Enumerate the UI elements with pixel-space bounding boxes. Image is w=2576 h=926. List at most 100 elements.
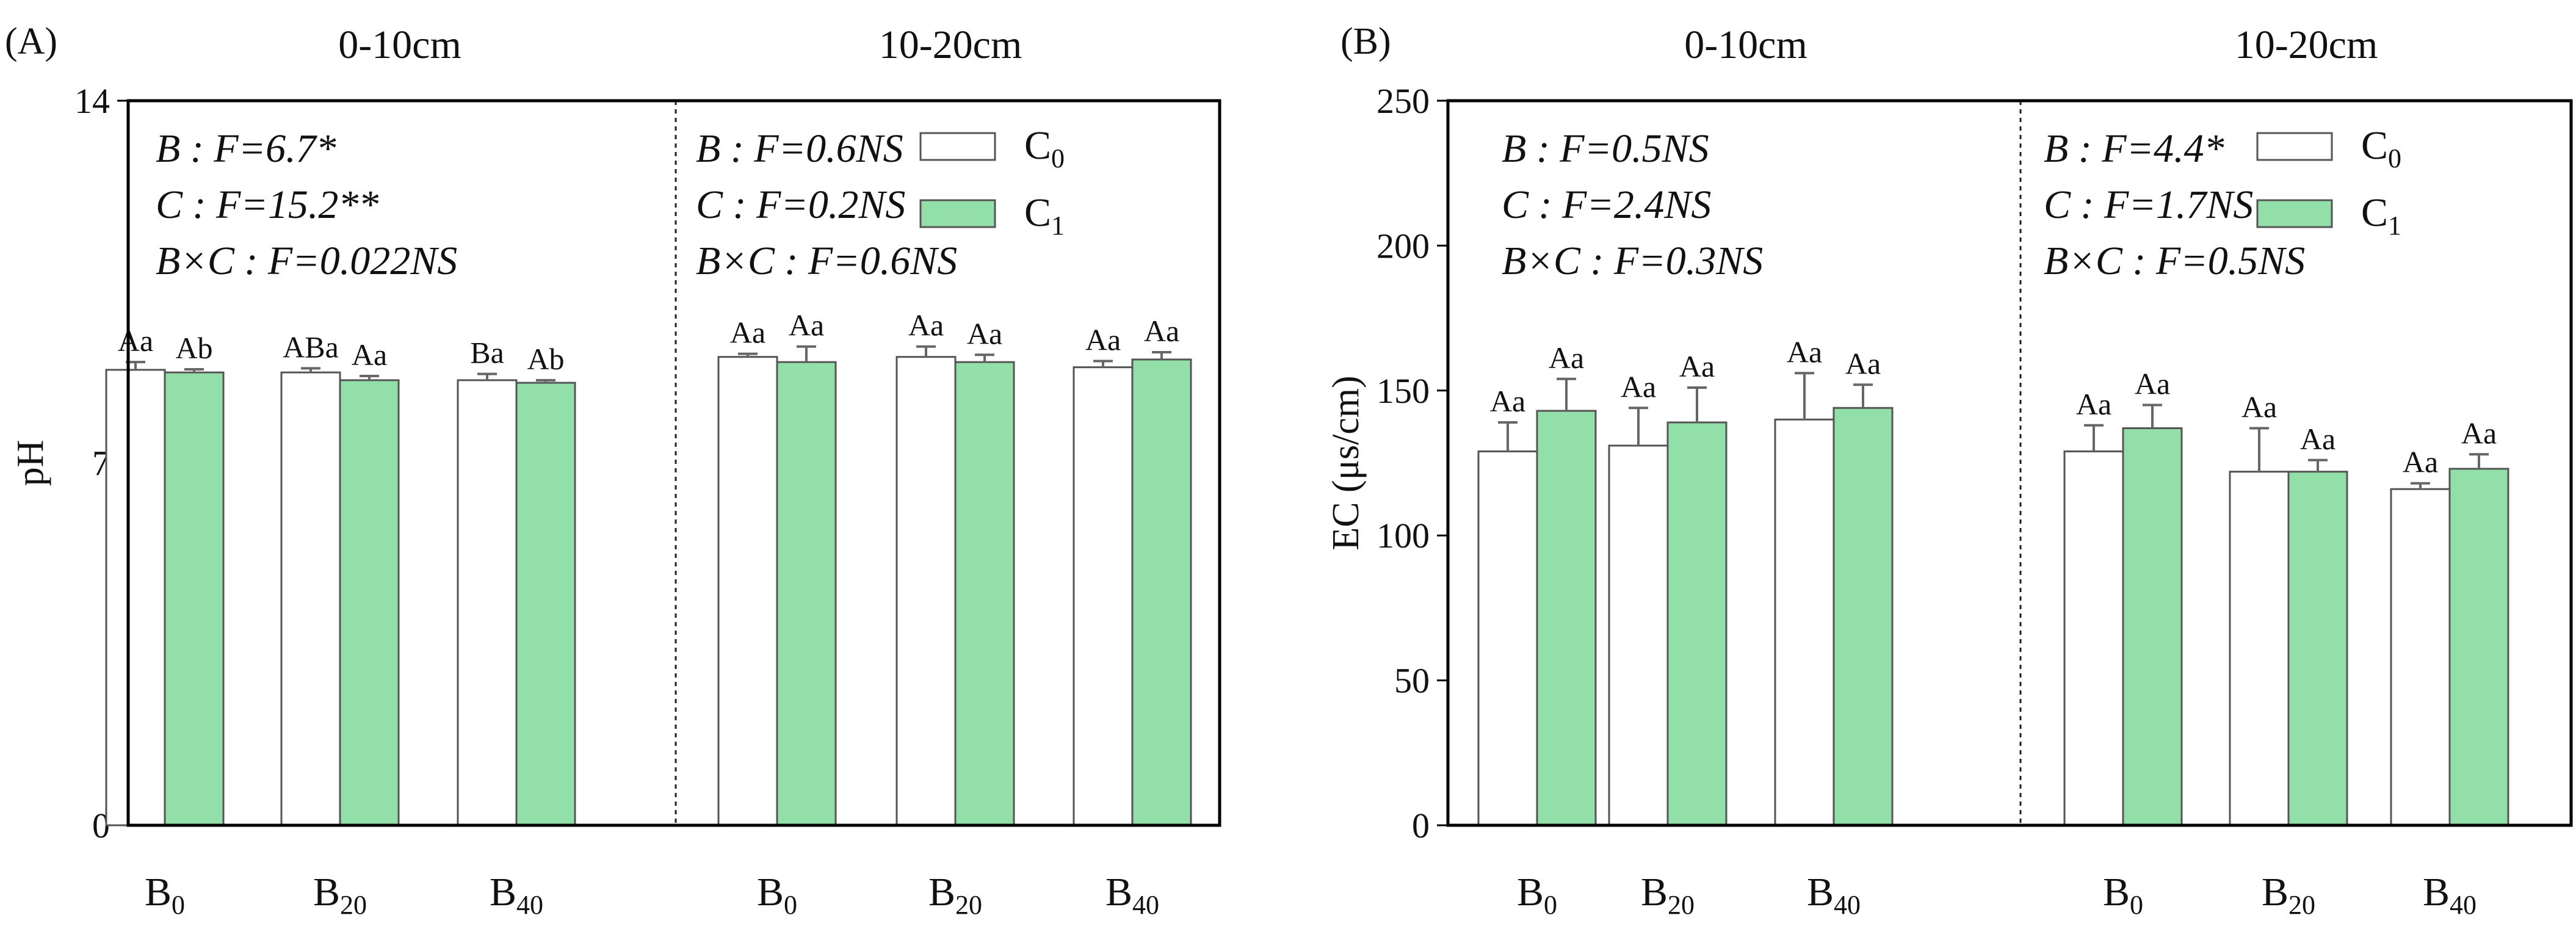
bar-c0 (2390, 488, 2451, 827)
anova-stat: B : F=4.4* (2044, 126, 2224, 171)
bar-c0 (280, 371, 341, 827)
y-tick-label: 100 (1377, 516, 1430, 555)
plot-frame (1446, 99, 2573, 827)
category-label: B0 (2103, 870, 2143, 920)
y-tick-label: 14 (74, 81, 110, 121)
bar-c1 (776, 361, 837, 827)
y-axis-label: pH (10, 440, 51, 487)
anova-stat: C : F=2.4NS (1502, 183, 1711, 227)
bar-c1 (515, 382, 576, 827)
bar-c1 (1536, 410, 1597, 827)
bar-c1 (1666, 421, 1728, 827)
significance-label: Aa (118, 324, 153, 358)
y-axis-label: EC (μs/cm) (1325, 375, 1367, 550)
significance-label: Aa (1085, 322, 1121, 356)
plot-frame (126, 99, 1221, 827)
anova-stat: B : F=0.5NS (1502, 126, 1709, 171)
bar-c1 (2287, 471, 2348, 827)
legend-label: C1 (1024, 190, 1065, 241)
bar-c0 (105, 369, 166, 827)
y-tick-label: 50 (1394, 661, 1430, 701)
category-label: B20 (1641, 870, 1695, 920)
category-label: B40 (1807, 870, 1861, 920)
depth-label: 0-10cm (338, 23, 461, 67)
category-label: B40 (490, 870, 543, 920)
legend-swatch-c0 (2256, 132, 2333, 161)
anova-stat: C : F=0.2NS (696, 183, 905, 227)
significance-label: Aa (2403, 445, 2438, 479)
legend-label: C1 (2361, 190, 2401, 241)
depth-label: 10-20cm (879, 23, 1022, 67)
significance-label: Aa (730, 316, 765, 350)
significance-label: Aa (1549, 341, 1584, 375)
legend-swatch-c0 (919, 132, 996, 161)
significance-label: Aa (1144, 314, 1179, 348)
category-label: B40 (1105, 870, 1159, 920)
significance-label: Aa (2300, 422, 2335, 456)
bar-c1 (2448, 468, 2509, 827)
significance-label: Aa (2135, 367, 2170, 401)
anova-stat: B×C : F=0.5NS (2044, 239, 2305, 283)
significance-label: Aa (1679, 349, 1715, 383)
bar-c1 (1131, 358, 1192, 827)
significance-label: Aa (967, 316, 1002, 350)
anova-stat: C : F=1.7NS (2044, 183, 2253, 227)
depth-label: 10-20cm (2235, 23, 2378, 67)
significance-label: ABa (283, 330, 339, 364)
legend-swatch-c1 (919, 199, 996, 228)
legend-label: C0 (2361, 123, 2401, 173)
significance-label: Aa (2461, 416, 2497, 450)
bar-c0 (1774, 418, 1835, 827)
bar-c1 (339, 379, 400, 827)
bar-c1 (2122, 427, 2183, 827)
bar-c0 (895, 356, 957, 827)
depth-label: 0-10cm (1684, 23, 1807, 67)
category-label: B0 (757, 870, 797, 920)
significance-label: Ba (470, 336, 504, 370)
anova-stat: B×C : F=0.3NS (1502, 239, 1763, 283)
y-tick-label: 0 (1412, 806, 1430, 845)
significance-label: Aa (1845, 346, 1881, 380)
significance-label: Aa (908, 308, 944, 342)
bar-c1 (1833, 407, 1894, 827)
panel-label: (A) (5, 21, 57, 62)
significance-label: Ab (527, 342, 564, 376)
significance-label: Ab (175, 331, 212, 365)
y-tick-label: 250 (1377, 81, 1430, 121)
significance-label: Aa (352, 338, 387, 372)
category-label: B20 (313, 870, 367, 920)
anova-stat: B×C : F=0.022NS (156, 239, 457, 283)
y-tick-label: 200 (1377, 226, 1430, 266)
legend-label: C0 (1024, 123, 1065, 173)
bar-c0 (2229, 471, 2290, 827)
anova-stat: B×C : F=0.6NS (696, 239, 957, 283)
category-label: B0 (145, 870, 185, 920)
bar-c0 (717, 356, 778, 827)
category-label: B20 (2262, 870, 2315, 920)
panel-b-ec: (B) EC (μs/cm) 0 50 100 150 200 250 0-10cm B : F=… (1325, 21, 2573, 920)
category-label: B0 (1517, 870, 1557, 920)
bar-c0 (1073, 366, 1134, 827)
significance-label: Aa (2076, 387, 2111, 421)
bar-c0 (1608, 444, 1669, 827)
category-label: B40 (2423, 870, 2477, 920)
significance-label: Aa (1787, 335, 1822, 369)
category-label: B20 (928, 870, 982, 920)
anova-stat: B : F=6.7* (156, 126, 336, 171)
y-tick-label: 150 (1377, 371, 1430, 411)
legend-swatch-c1 (2256, 199, 2333, 228)
anova-stat: C : F=15.2** (156, 183, 378, 227)
bar-c0 (457, 379, 518, 827)
significance-label: Aa (789, 308, 824, 342)
significance-label: Aa (1490, 384, 1525, 418)
panel-label: (B) (1340, 21, 1391, 62)
bar-c1 (954, 361, 1015, 827)
bar-c0 (2063, 450, 2124, 827)
bar-c1 (164, 371, 225, 827)
anova-stat: B : F=0.6NS (696, 126, 903, 171)
significance-label: Aa (2241, 390, 2277, 424)
